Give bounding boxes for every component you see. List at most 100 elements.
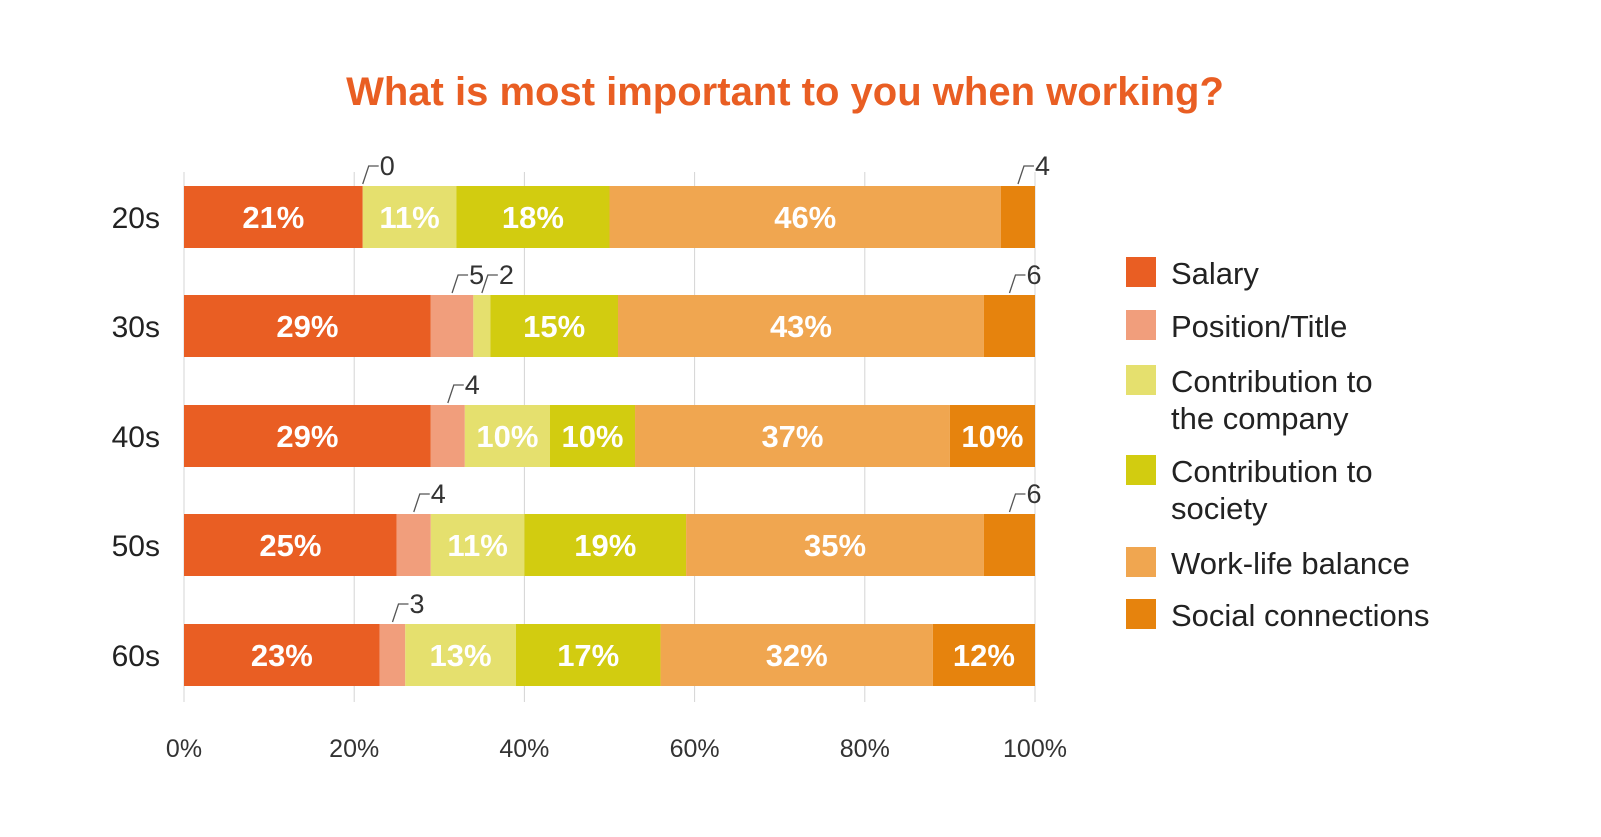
- legend-label: Contribution to the company: [1171, 364, 1373, 436]
- data-labels: 21% 11% 18% 46% 29% 15% 43% 29% 10% 10% 37% 10% 25% 1…: [242, 200, 1023, 673]
- bar-segment: [430, 295, 474, 357]
- data-label: 29%: [276, 419, 338, 454]
- data-label: 29%: [276, 309, 338, 344]
- legend-swatch: [1126, 455, 1156, 485]
- data-label: 12%: [953, 638, 1015, 673]
- data-label: 21%: [242, 200, 304, 235]
- data-label: 35%: [804, 528, 866, 563]
- bar-segment: [609, 186, 1001, 248]
- bar-segment: [362, 186, 457, 248]
- x-tick-label: 60%: [670, 735, 720, 763]
- data-label: 15%: [523, 309, 585, 344]
- category-label: 20s: [112, 202, 160, 235]
- bar-segment: [379, 624, 406, 686]
- callout-label: 0: [380, 151, 395, 181]
- bar-segment: [660, 624, 933, 686]
- data-label: 18%: [502, 200, 564, 235]
- x-axis-ticks: 0% 20% 40% 60% 80% 100%: [166, 735, 1067, 763]
- legend-label: Salary: [1171, 256, 1259, 291]
- x-tick-label: 100%: [1003, 735, 1067, 763]
- callout-leader: [1008, 493, 1026, 513]
- callout-label: 2: [499, 260, 514, 290]
- x-tick-label: 0%: [166, 735, 202, 763]
- callout-leader: [362, 165, 379, 185]
- legend-label: Contribution to society: [1171, 454, 1373, 526]
- data-label: 10%: [476, 419, 538, 454]
- bar-segment: [932, 624, 1035, 686]
- callout-leader: [451, 274, 469, 294]
- callout-label: 4: [465, 370, 480, 400]
- bar-segment: [405, 624, 516, 686]
- bar-segment: [184, 624, 380, 686]
- data-label: 17%: [557, 638, 619, 673]
- legend-swatch: [1126, 599, 1156, 629]
- bar-segment: [949, 405, 1035, 467]
- legend-swatch: [1126, 365, 1156, 395]
- legend-item: Contribution to society: [1126, 453, 1411, 527]
- callout-label: 6: [1026, 260, 1041, 290]
- bar-segment: [464, 405, 550, 467]
- bar-segment: [184, 186, 363, 248]
- legend-swatch: [1126, 257, 1156, 287]
- callout-labels: 0 4 5 2 6 4 4 6 3: [362, 151, 1050, 623]
- x-tick-label: 20%: [329, 735, 379, 763]
- data-label: 43%: [770, 309, 832, 344]
- callout-label: 4: [431, 479, 446, 509]
- callout-leader: [1008, 274, 1026, 294]
- bar-segment: [686, 514, 984, 576]
- data-label: 11%: [379, 200, 439, 235]
- callout-leader: [447, 384, 464, 404]
- category-label: 40s: [112, 421, 160, 454]
- legend-label: Social connections: [1171, 598, 1430, 633]
- category-label: 30s: [112, 311, 160, 344]
- legend-item: Position/Title: [1126, 308, 1491, 345]
- bar-segment: [473, 295, 491, 357]
- callout-leader: [413, 493, 430, 513]
- bar-segment: [430, 514, 525, 576]
- bar-segment: [456, 186, 610, 248]
- bar-segment: [983, 295, 1035, 357]
- category-label: 60s: [112, 640, 160, 673]
- data-label: 25%: [259, 528, 321, 563]
- bar-segments: [184, 186, 1035, 686]
- bar-segment: [618, 295, 984, 357]
- callout-label: 6: [1026, 479, 1041, 509]
- data-label: 23%: [251, 638, 313, 673]
- bar-segment: [184, 514, 397, 576]
- callout-leader: [481, 274, 498, 294]
- data-label: 32%: [766, 638, 828, 673]
- data-label: 46%: [774, 200, 836, 235]
- bar-segment: [184, 295, 431, 357]
- data-label: 10%: [961, 419, 1023, 454]
- callout-label: 3: [409, 589, 424, 619]
- bar-segment: [184, 405, 431, 467]
- category-labels: 20s 30s 40s 50s 60s: [112, 202, 160, 673]
- data-label: 11%: [447, 528, 507, 563]
- data-label: 19%: [574, 528, 636, 563]
- callout-label: 5: [469, 260, 484, 290]
- bar-segment: [983, 514, 1035, 576]
- legend-item: Salary: [1126, 255, 1491, 292]
- legend-swatch: [1126, 310, 1156, 340]
- legend-label: Work-life balance: [1171, 546, 1410, 581]
- callout-leader: [391, 603, 409, 623]
- bar-segment: [1000, 186, 1035, 248]
- bar-segment: [524, 514, 687, 576]
- bar-segment: [430, 405, 465, 467]
- bar-segment: [515, 624, 661, 686]
- bar-segment: [549, 405, 636, 467]
- bar-segment: [635, 405, 950, 467]
- legend-item: Social connections: [1126, 597, 1491, 634]
- callout-leader: [1017, 165, 1034, 185]
- legend-item: Work-life balance: [1126, 545, 1491, 582]
- legend-swatch: [1126, 547, 1156, 577]
- category-label: 50s: [112, 530, 160, 563]
- x-tick-label: 80%: [840, 735, 890, 763]
- chart-title: What is most important to you when worki…: [346, 70, 1224, 114]
- x-tick-label: 40%: [499, 735, 549, 763]
- legend-label: Position/Title: [1171, 309, 1348, 344]
- data-label: 13%: [430, 638, 492, 673]
- data-label: 37%: [761, 419, 823, 454]
- data-label: 10%: [561, 419, 623, 454]
